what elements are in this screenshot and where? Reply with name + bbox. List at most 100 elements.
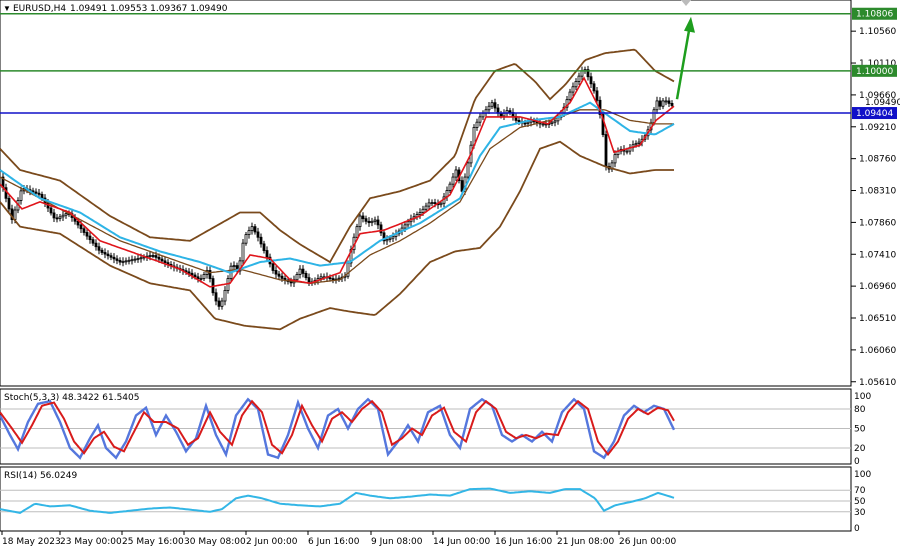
candle-body: [232, 265, 236, 267]
time-tick-label: 25 May 16:00: [122, 537, 184, 547]
candle-body: [298, 268, 302, 275]
price-tag-label: 1.09404: [856, 109, 893, 119]
price-tag-label: 1.10000: [856, 67, 893, 77]
candle-body: [82, 228, 86, 233]
time-tick-label: 26 Jun 00:00: [619, 537, 676, 547]
candle-body: [376, 219, 380, 226]
candle-body: [424, 205, 428, 210]
stochastic-pane: [0, 397, 851, 460]
candle-body: [526, 121, 530, 124]
candle-body: [430, 202, 434, 204]
price-tick-label: 1.06960: [859, 282, 896, 292]
ohlc-readout: 1.09491 1.09553 1.09367 1.09490: [70, 4, 228, 14]
candle-body: [115, 258, 119, 261]
candle-body: [58, 216, 62, 219]
rsi-line: [0, 487, 675, 514]
candle-body: [139, 257, 143, 260]
candle-body: [271, 263, 275, 271]
price-tick-label: 1.05610: [859, 378, 896, 388]
candle-body: [61, 214, 65, 218]
price-tag-box: [852, 7, 897, 20]
candle-body: [433, 202, 437, 205]
stoch-main-line: [0, 397, 676, 460]
candle-body: [247, 230, 251, 236]
candle-body: [523, 122, 527, 125]
candle-body: [454, 169, 458, 178]
candle-body: [553, 120, 557, 123]
candle-body: [571, 86, 575, 93]
time-tick-label: 14 Jun 00:00: [433, 537, 490, 547]
candle-body: [670, 103, 674, 106]
candle-body: [667, 100, 671, 104]
candle-body: [460, 180, 464, 192]
symbol-menu-icon[interactable]: ▼: [3, 4, 11, 13]
candle-body: [250, 226, 254, 232]
time-tick-label: 18 May 2023: [2, 537, 61, 547]
scroll-marker-icon: [681, 0, 691, 6]
candle-body: [34, 191, 38, 194]
candle-body: [106, 253, 110, 257]
candle-body: [634, 143, 638, 146]
candle-body: [421, 208, 425, 213]
rsi-pane: [0, 487, 851, 514]
candle-body: [85, 232, 89, 237]
candle-body: [136, 258, 140, 260]
candle-body: [253, 226, 257, 233]
stoch-pane-frame: [0, 388, 852, 465]
candle-body: [76, 220, 80, 226]
candle-body: [244, 234, 248, 244]
candle-body: [301, 268, 305, 274]
candle-body: [130, 259, 134, 262]
candle-body: [88, 235, 92, 241]
candle-body: [601, 114, 605, 135]
candle-body: [241, 242, 245, 262]
time-tick-label: 9 Jun 08:00: [371, 537, 423, 547]
candle-body: [625, 150, 629, 153]
candle-body: [112, 256, 116, 260]
price-tick-label: 1.10110: [859, 59, 896, 69]
candle-body: [202, 274, 206, 279]
candle-body: [94, 242, 98, 248]
candle-body: [406, 221, 410, 226]
candle-body: [274, 270, 278, 275]
candle-body: [568, 91, 572, 101]
candle-body: [208, 270, 212, 279]
time-tick-label: 16 Jun 16:00: [495, 537, 552, 547]
candle-body: [604, 134, 608, 167]
time-tick-label: 6 Jun 16:00: [308, 537, 360, 547]
candle-body: [199, 278, 203, 280]
candle-body: [574, 81, 578, 88]
price-tick-label: 1.10560: [859, 27, 896, 37]
candle-body: [109, 255, 113, 258]
candle-body: [64, 213, 68, 216]
candle-body: [319, 276, 323, 279]
forecast-arrow-head: [684, 16, 695, 33]
rsi-tick-label: 70: [854, 486, 866, 496]
candle-body: [661, 100, 665, 107]
price-tick-label: 1.06060: [859, 346, 896, 356]
candle-body: [586, 69, 590, 78]
price-pane: [0, 0, 851, 331]
stoch-signal-line: [0, 399, 675, 457]
candle-body: [370, 220, 374, 224]
candle-body: [565, 99, 569, 108]
candle-body: [328, 277, 332, 280]
candle-body: [163, 260, 167, 264]
price-tick-label: 1.07410: [859, 250, 896, 260]
main-pane-frame: [0, 0, 852, 387]
candle-body: [196, 276, 200, 279]
candle-body: [388, 237, 392, 240]
candle-body: [550, 121, 554, 124]
slow-moving-average: [0, 101, 675, 274]
stoch-title: Stoch(5,3,3) 48.3422 61.5405: [4, 393, 139, 403]
stoch-tick-label: 50: [854, 425, 866, 435]
price-tick-label: 1.08760: [859, 155, 896, 165]
candle-body: [154, 255, 158, 258]
candle-body: [385, 239, 389, 242]
candle-body: [7, 197, 11, 210]
bollinger-upper-band: [0, 48, 675, 264]
candle-body: [19, 190, 23, 201]
candle-body: [127, 259, 131, 262]
candle-body: [448, 183, 452, 191]
